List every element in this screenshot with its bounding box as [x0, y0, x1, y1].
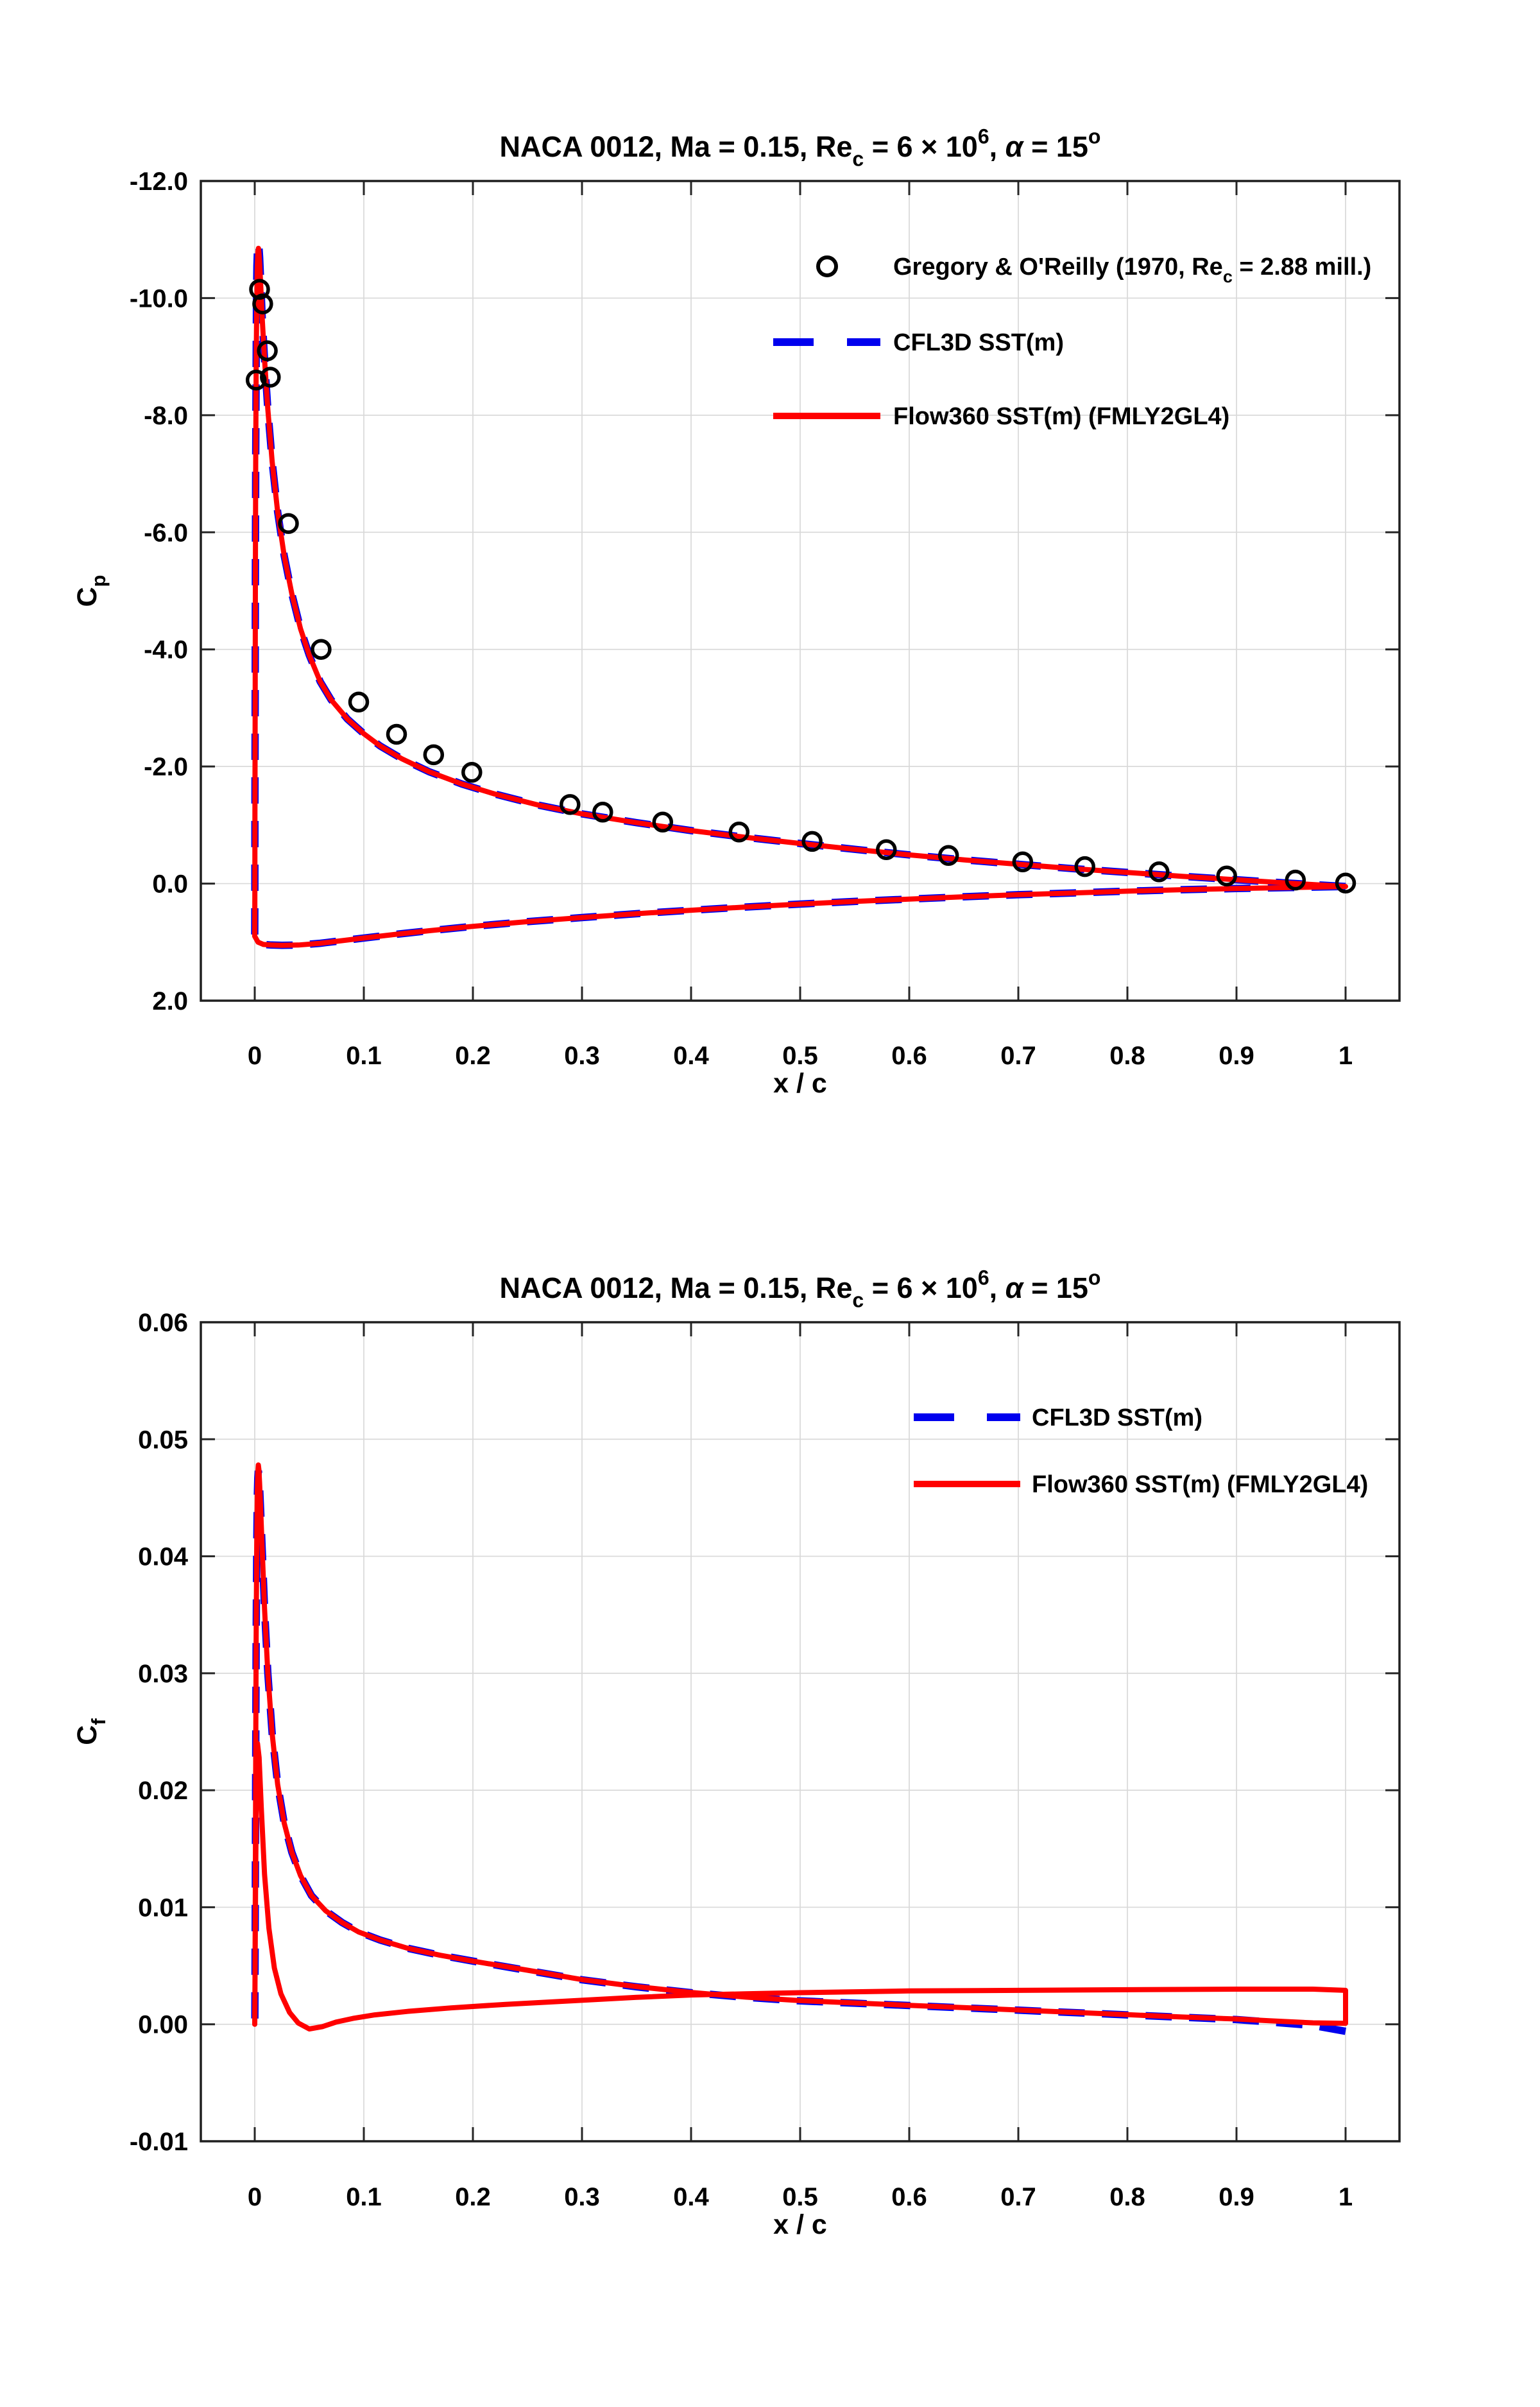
svg-text:-2.0: -2.0: [144, 753, 188, 781]
svg-text:0.2: 0.2: [455, 2183, 491, 2211]
svg-text:-6.0: -6.0: [144, 519, 188, 547]
cp-chart: 0 0.1 0.2 0.3 0.4 0.5 0.6 0.7 0.8 0.9 1-12.0-10.0-…: [72, 125, 1401, 1099]
cp-flow360-curve: [252, 245, 1348, 948]
svg-text:0.8: 0.8: [1109, 1042, 1145, 1070]
cf-flow360-curve: [252, 1462, 1348, 2032]
svg-text:-12.0: -12.0: [130, 168, 188, 196]
svg-text:0.3: 0.3: [564, 1042, 600, 1070]
svg-text:0.6: 0.6: [891, 1042, 927, 1070]
legend-marker-sample: [816, 255, 838, 277]
svg-text:0.3: 0.3: [564, 2183, 600, 2211]
cf-x-tick-labels: 0 0.1 0.2 0.3 0.4 0.5 0.6 0.7 0.8 0.9 1: [248, 2183, 1353, 2211]
cp-legend: Gregory & O'Reilly (1970, Rec = 2.88 mil…: [773, 254, 1371, 430]
cp-y-tick-labels: -12.0 -10.0 -8.0 -6.0 -4.0 -2.0 0.0 2.0: [130, 168, 188, 1015]
legend-entry-label: CFL3D SST(m): [1032, 1404, 1202, 1431]
svg-text:0.8: 0.8: [1109, 2183, 1145, 2211]
svg-text:0.03: 0.03: [138, 1660, 188, 1688]
svg-text:0.9: 0.9: [1219, 1042, 1254, 1070]
svg-text:0.04: 0.04: [138, 1543, 189, 1571]
svg-text:1: 1: [1339, 2183, 1353, 2211]
cf-plot-box: [200, 1321, 1401, 2143]
svg-text:0.4: 0.4: [673, 2183, 709, 2211]
svg-text:0.00: 0.00: [138, 2011, 188, 2039]
cf-legend: CFL3D SST(m) Flow360 SST(m) (FMLY2GL4): [914, 1404, 1368, 1498]
svg-text:0.06: 0.06: [138, 1309, 188, 1337]
svg-text:0.7: 0.7: [1000, 1042, 1036, 1070]
cf-chart: 0 0.1 0.2 0.3 0.4 0.5 0.6 0.7 0.8 0.9 10.060.050.0…: [72, 1266, 1401, 2240]
cp-x-tick-labels: 0 0.1 0.2 0.3 0.4 0.5 0.6 0.7 0.8 0.9 1: [248, 1042, 1353, 1070]
cp-ylabel: Cp: [72, 575, 110, 607]
svg-text:0.0: 0.0: [152, 870, 188, 899]
svg-text:0.6: 0.6: [891, 2183, 927, 2211]
svg-text:-10.0: -10.0: [130, 284, 188, 313]
cp-xlabel: x / c: [773, 1068, 827, 1099]
legend-entry-label: Gregory & O'Reilly (1970, Rec = 2.88 mil…: [893, 254, 1371, 286]
svg-text:-0.01: -0.01: [130, 2128, 188, 2156]
svg-text:-8.0: -8.0: [144, 402, 188, 430]
svg-text:0.7: 0.7: [1000, 2183, 1036, 2211]
legend-entry-label: Flow360 SST(m) (FMLY2GL4): [1032, 1471, 1368, 1498]
svg-text:0.5: 0.5: [782, 2183, 818, 2211]
cf-ylabel: Cf: [72, 1718, 110, 1745]
cp-plot-box: [200, 180, 1401, 1002]
svg-text:2.0: 2.0: [152, 987, 188, 1015]
svg-text:0.5: 0.5: [782, 1042, 818, 1070]
svg-text:0.4: 0.4: [673, 1042, 709, 1070]
cp-experiment-markers: [245, 279, 1356, 893]
svg-text:0.1: 0.1: [346, 2183, 382, 2211]
svg-text:0.1: 0.1: [346, 1042, 382, 1070]
svg-text:0: 0: [248, 1042, 262, 1070]
cf-xlabel: x / c: [773, 2209, 827, 2240]
svg-text:0.2: 0.2: [455, 1042, 491, 1070]
legend-entry-label: CFL3D SST(m): [893, 329, 1064, 356]
cp-title: NACA 0012, Ma = 0.15, Rec = 6 × 106, α =…: [500, 125, 1101, 171]
legend-entry-label: Flow360 SST(m) (FMLY2GL4): [893, 403, 1229, 430]
svg-text:1: 1: [1339, 1042, 1353, 1070]
svg-text:0.05: 0.05: [138, 1426, 188, 1454]
cf-title: NACA 0012, Ma = 0.15, Rec = 6 × 106, α =…: [500, 1266, 1101, 1312]
svg-text:0.02: 0.02: [138, 1777, 188, 1805]
svg-text:0.01: 0.01: [138, 1894, 188, 1922]
svg-text:0: 0: [248, 2183, 262, 2211]
cf-y-tick-labels: 0.06 0.05 0.04 0.03 0.02 0.01 0.00 -0.01: [130, 1309, 189, 2156]
svg-text:-4.0: -4.0: [144, 636, 188, 664]
svg-text:0.9: 0.9: [1219, 2183, 1254, 2211]
